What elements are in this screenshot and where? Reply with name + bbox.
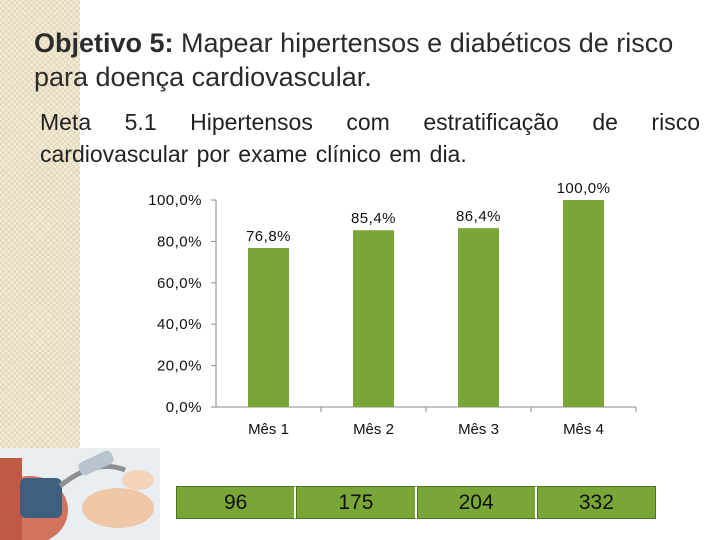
y-tick-label: 80,0%: [157, 233, 202, 250]
slide-subtitle: Meta 5.1 Hipertensos com estratificação …: [40, 109, 700, 167]
bar-chart: 0,0% 20,0% 40,0% 60,0% 80,0% 100,0% 76,8% Mês 1…: [148, 180, 637, 438]
data-label: 76,8%: [246, 228, 291, 245]
count-cell: 96: [176, 486, 297, 519]
bar: [563, 200, 604, 407]
y-tick-label: 60,0%: [157, 275, 202, 292]
y-tick-label: 100,0%: [148, 192, 202, 209]
data-label: 85,4%: [351, 210, 396, 227]
data-label: 100,0%: [557, 180, 611, 197]
y-tick-label: 0,0%: [166, 399, 202, 416]
data-label: 86,4%: [456, 208, 501, 225]
monthly-counts-row: 96 175 204 332: [176, 486, 656, 519]
x-tick-label: Mês 1: [248, 421, 289, 438]
blood-pressure-photo: [0, 448, 160, 540]
x-tick-label: Mês 2: [353, 421, 394, 438]
count-cell: 175: [296, 486, 417, 519]
bar: [458, 228, 499, 407]
title-lead: Objetivo 5:: [34, 28, 174, 58]
title-text: Mapear hipertensos e diabéticos de risco…: [34, 28, 674, 92]
y-tick-label: 20,0%: [157, 358, 202, 375]
x-tick-label: Mês 3: [458, 421, 499, 438]
decorative-background-strip: [0, 0, 80, 450]
count-cell: 332: [536, 486, 656, 519]
x-tick-label: Mês 4: [563, 421, 604, 438]
y-tick-label: 40,0%: [157, 316, 202, 333]
count-cell: 204: [416, 486, 537, 519]
bar: [248, 248, 289, 407]
bar: [353, 230, 394, 407]
slide-title: Objetivo 5: Mapear hipertensos e diabéti…: [34, 26, 704, 94]
